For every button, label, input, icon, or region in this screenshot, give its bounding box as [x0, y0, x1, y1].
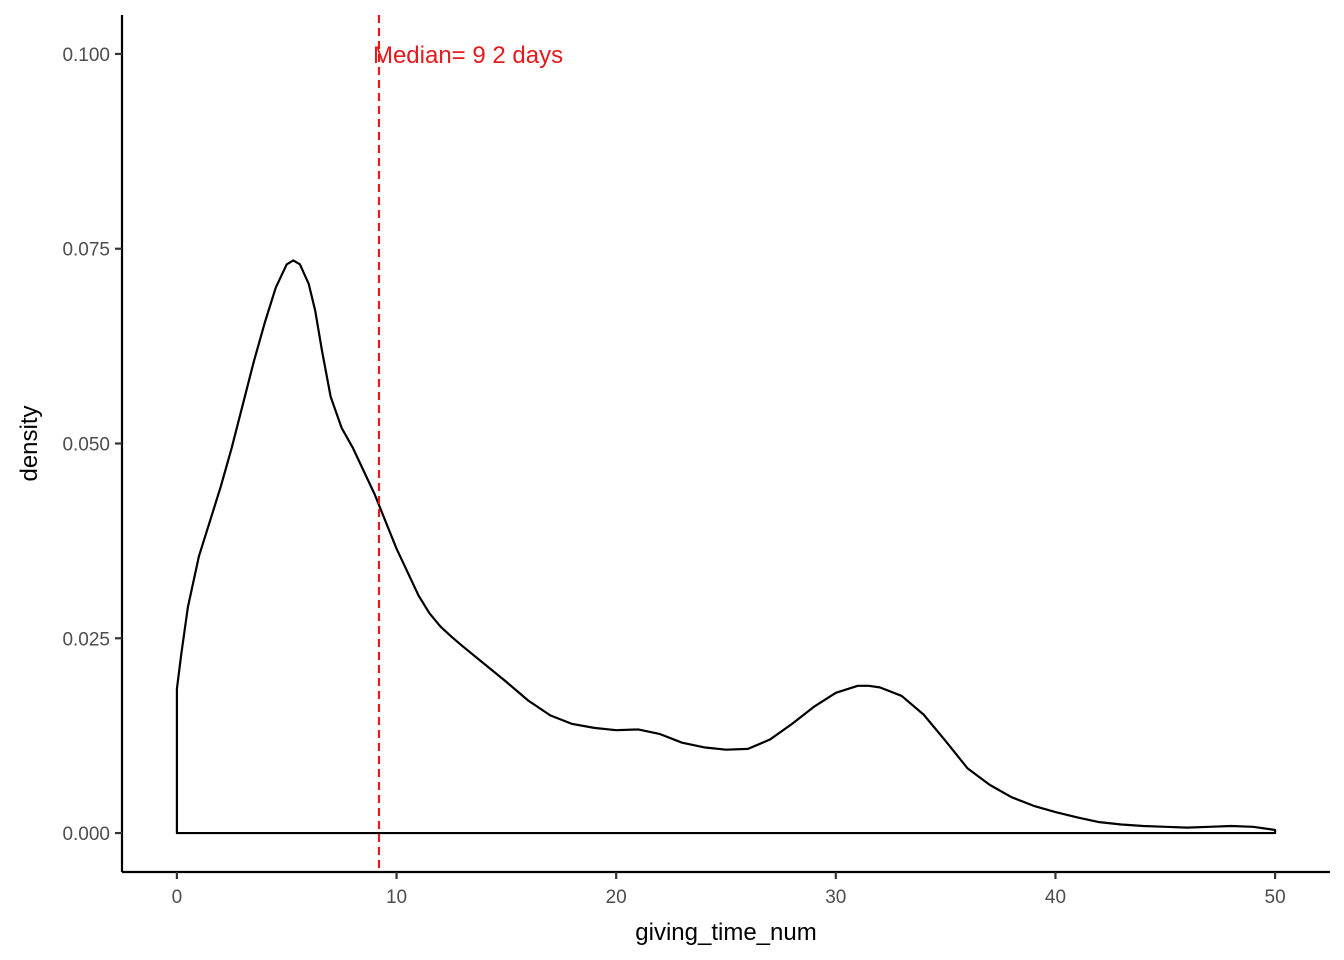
x-tick-label: 0 [172, 887, 183, 908]
x-tick-label: 20 [606, 887, 627, 908]
y-axis-title: density [16, 405, 43, 481]
y-tick-label: 0.050 [62, 435, 110, 456]
plot-area [175, 15, 1277, 872]
x-tick-label: 10 [386, 887, 407, 908]
y-tick-label: 0.025 [62, 629, 110, 650]
y-tick-label: 0.100 [62, 45, 110, 66]
x-tick-label: 50 [1265, 887, 1286, 908]
density-curve [175, 259, 1277, 835]
y-tick-label: 0.000 [62, 824, 110, 845]
y-tick-label: 0.075 [62, 240, 110, 261]
median-annotation: Median= 9 2 days [373, 42, 563, 69]
x-axis-title: giving_time_num [635, 919, 816, 946]
x-tick-label: 30 [825, 887, 846, 908]
x-tick-label: 40 [1045, 887, 1066, 908]
axes: 0 10 20 30 40 50 0.000 0.025 0.050 0.075 0.100 [62, 15, 1330, 908]
